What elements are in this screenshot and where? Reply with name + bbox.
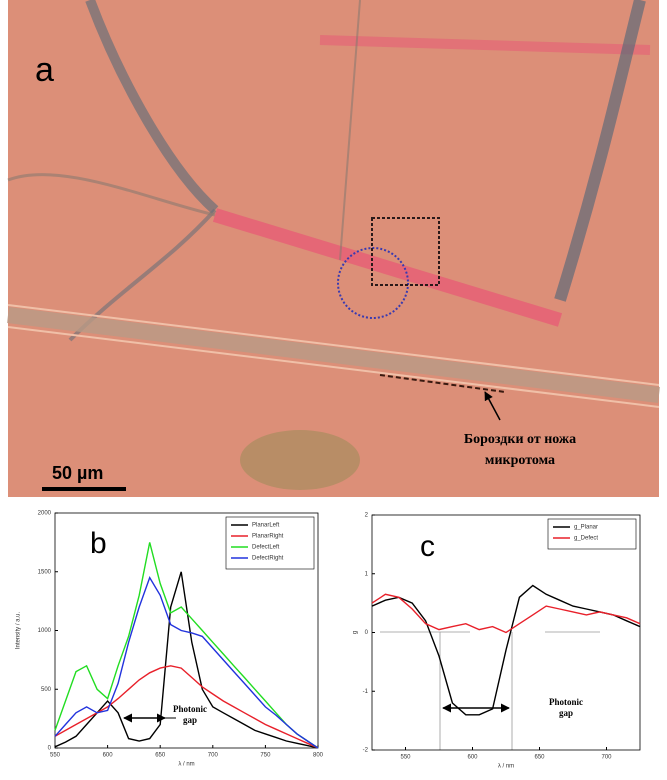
y-tick-label: -2 bbox=[363, 748, 369, 754]
legend-label: DefectLeft bbox=[252, 545, 280, 551]
panel-label: a bbox=[35, 51, 54, 89]
x-tick-label: 600 bbox=[103, 753, 114, 759]
micrograph bbox=[8, 0, 659, 497]
annotation: Photonic bbox=[549, 697, 583, 707]
y-tick-label: 2 bbox=[365, 513, 369, 519]
y-tick-label: -1 bbox=[363, 689, 369, 695]
y-tick-label: 0 bbox=[365, 630, 369, 636]
series-line bbox=[372, 586, 640, 715]
x-tick-label: 750 bbox=[260, 753, 271, 759]
annotation: Бороздки от ножа bbox=[464, 432, 576, 447]
legend-box bbox=[548, 519, 636, 549]
y-tick-label: 500 bbox=[41, 687, 52, 693]
x-tick-label: 700 bbox=[601, 755, 612, 761]
x-tick-label: 600 bbox=[467, 755, 478, 761]
x-tick-label: 800 bbox=[313, 753, 324, 759]
series-line bbox=[372, 594, 640, 632]
x-tick-label: 550 bbox=[50, 753, 61, 759]
annotation: микротома bbox=[485, 453, 555, 468]
y-tick-label: 2000 bbox=[38, 511, 52, 517]
scale-bar-label: 50 µm bbox=[52, 463, 103, 483]
y-tick-label: 1500 bbox=[38, 569, 52, 575]
legend-label: g_Planar bbox=[574, 525, 598, 531]
annotation: Photonic bbox=[173, 704, 207, 714]
x-axis-label: λ / nm bbox=[178, 762, 194, 768]
annotation: gap bbox=[183, 715, 197, 725]
legend-label: g_Defect bbox=[574, 536, 598, 542]
y-axis-label: g bbox=[353, 631, 359, 634]
annotation: gap bbox=[559, 708, 573, 718]
legend-label: DefectRight bbox=[252, 556, 284, 562]
x-tick-label: 650 bbox=[155, 753, 166, 759]
x-axis-label: λ / nm bbox=[498, 764, 514, 770]
x-tick-label: 650 bbox=[534, 755, 545, 761]
x-tick-label: 550 bbox=[400, 755, 411, 761]
y-tick-label: 1 bbox=[365, 571, 369, 577]
y-axis-label: Intensity / a.u. bbox=[16, 611, 22, 649]
legend-label: PlanarLeft bbox=[252, 523, 280, 529]
figure: a 50 µm Бороздки от ножа микротома 0 500 1… bbox=[0, 0, 667, 775]
y-tick-label: 0 bbox=[48, 746, 52, 752]
panel-label: b bbox=[90, 527, 107, 560]
y-tick-label: 1000 bbox=[38, 628, 52, 634]
x-tick-label: 700 bbox=[208, 753, 219, 759]
panel-label: c bbox=[420, 530, 435, 563]
legend-label: PlanarRight bbox=[252, 534, 284, 540]
